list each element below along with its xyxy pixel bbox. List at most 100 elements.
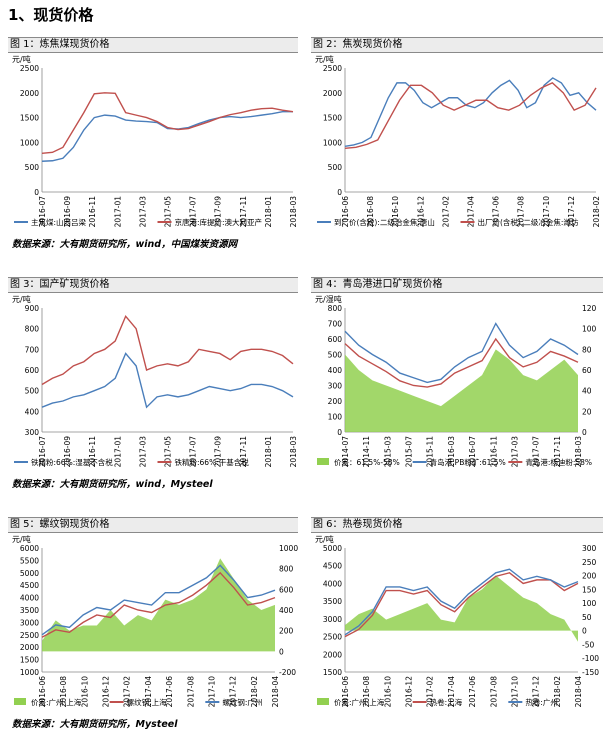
x-tick-label: 2017-03: [138, 436, 147, 468]
y-tick-label: 5500: [20, 556, 39, 565]
series-area: [345, 349, 578, 432]
y-tick-label: 600: [328, 335, 343, 344]
series-line: [41, 571, 276, 638]
series-area: [345, 575, 578, 642]
x-tick-label: 2017-12: [567, 196, 576, 228]
y-tick-label: 100: [328, 413, 343, 422]
source-note-3: 数据来源：大有期货研究所，Mysteel: [12, 719, 178, 730]
y-tick-label: 1500: [20, 114, 39, 123]
y-tick-label: 300: [328, 382, 343, 391]
x-tick-label: 2018-03: [289, 196, 298, 228]
y-right-tick-label: 200: [582, 572, 597, 581]
unit-label: 元/吨: [315, 54, 334, 64]
figure-caption-5: 图 5：螺纹钢现货价格: [8, 517, 298, 533]
x-tick-label: 2017-05: [164, 196, 173, 228]
x-tick-label: 2017-04: [467, 196, 476, 228]
y-right-tick-label: 80: [582, 345, 592, 354]
x-tick-label: 2016-11: [489, 436, 498, 468]
legend-label: 热卷:广州: [525, 697, 558, 707]
x-tick-label: 2016-08: [366, 196, 375, 228]
unit-label: 元/吨: [12, 54, 31, 64]
y-right-tick-label: 150: [582, 585, 597, 594]
y-right-tick-label: 1000: [279, 544, 298, 553]
series-line: [344, 337, 579, 388]
x-tick-label: 2017-03: [510, 436, 519, 468]
x-tick-label: 2016-06: [341, 676, 350, 708]
y-tick-label: 4500: [20, 581, 39, 590]
x-tick-label: 2016-10: [80, 676, 89, 708]
legend-label: 京唐港:库提价:澳大利亚产: [175, 217, 263, 227]
y-right-tick-label: -50: [582, 640, 594, 649]
legend-label: 主焦煤:山西吕梁: [31, 217, 87, 227]
series-line: [344, 568, 579, 636]
chart-5: 元/吨 1000 1500 2000 2500 3000 3500 4000 4500 5000 5…: [8, 532, 303, 714]
chart-1: 元/吨 0 500 1000 1500 2000 2500 2016-07 2016-09 201…: [8, 52, 303, 234]
series-line: [41, 92, 294, 155]
y-right-tick-label: -200: [279, 668, 296, 677]
x-tick-label: 2016-10: [383, 676, 392, 708]
y-right-tick-label: 250: [582, 558, 597, 567]
x-tick-label: 2017-03: [138, 196, 147, 228]
x-tick-label: 2016-11: [88, 196, 97, 228]
y-tick-label: 500: [328, 163, 343, 172]
legend-label: 青岛港:杨迪粉:58%: [525, 457, 592, 467]
y-tick-label: 3500: [323, 597, 342, 606]
figure-caption-2: 图 2：焦炭现货价格: [311, 37, 603, 53]
y-right-tick-label: 20: [582, 407, 592, 416]
y-right-tick-label: -150: [582, 668, 599, 677]
x-tick-label: 2017-12: [229, 676, 238, 708]
series-line: [344, 82, 597, 150]
x-tick-label: 2016-11: [88, 436, 97, 468]
y-right-tick-label: -100: [582, 654, 599, 663]
x-tick-label: 2016-08: [362, 676, 371, 708]
y-right-tick-label: 800: [279, 565, 294, 574]
series-line: [344, 322, 579, 384]
figure-caption-4: 图 4：青岛港进口矿现货价格: [311, 277, 603, 293]
y-right-tick-label: 300: [582, 544, 597, 553]
y-tick-label: 2500: [323, 64, 342, 73]
x-tick-label: 2016-09: [63, 436, 72, 468]
y-tick-label: 6000: [20, 544, 39, 553]
x-tick-label: 2017-02: [441, 196, 450, 228]
y-tick-label: 2000: [323, 650, 342, 659]
legend-label: 螺纹钢:广州: [222, 697, 262, 707]
legend-label: 到厂价(含税):二级冶金焦:唐山: [334, 217, 435, 227]
x-tick-label: 2016-06: [38, 676, 47, 708]
legend-swatch: [14, 698, 26, 705]
x-tick-label: 2016-12: [102, 676, 111, 708]
x-tick-label: 2018-03: [289, 436, 298, 468]
y-tick-label: 0: [34, 188, 39, 197]
x-tick-label: 2016-12: [416, 196, 425, 228]
y-right-tick-label: 120: [582, 304, 597, 313]
legend-swatch: [317, 698, 329, 705]
x-tick-label: 2018-02: [250, 676, 259, 708]
y-tick-label: 2000: [20, 89, 39, 98]
y-tick-label: 5000: [20, 569, 39, 578]
y-tick-label: 300: [25, 428, 40, 437]
y-tick-label: 500: [25, 163, 40, 172]
x-tick-label: 2017-06: [468, 676, 477, 708]
series-line: [41, 564, 276, 636]
x-tick-label: 2017-02: [426, 676, 435, 708]
source-note-1: 数据来源：大有期货研究所，wind，中国煤炭资源网: [12, 239, 238, 250]
y-tick-label: 1000: [20, 668, 39, 677]
y-tick-label: 4000: [323, 579, 342, 588]
x-tick-label: 2016-10: [391, 196, 400, 228]
x-tick-label: 2014-07: [341, 436, 350, 468]
y-tick-label: 4000: [20, 594, 39, 603]
x-tick-label: 2017-09: [214, 196, 223, 228]
legend-label: 价差:广州-上海: [334, 697, 385, 707]
y-tick-label: 4500: [323, 562, 342, 571]
y-tick-label: 600: [25, 366, 40, 375]
legend-swatch: [317, 458, 329, 465]
figure-caption-3: 图 3：国产矿现货价格: [8, 277, 298, 293]
x-tick-label: 2017-06: [492, 196, 501, 228]
y-tick-label: 5000: [323, 544, 342, 553]
x-tick-label: 2017-12: [532, 676, 541, 708]
x-tick-label: 2017-11: [239, 196, 248, 228]
series-line: [344, 77, 597, 148]
unit-label: 元/吨: [315, 534, 334, 544]
y-right-tick-label: 100: [582, 325, 597, 334]
chart-4: 元/湿吨 0 100 200 300 400 500 600 700 800 0 20 40 60 80 10…: [311, 292, 606, 474]
x-tick-label: 2016-07: [468, 436, 477, 468]
